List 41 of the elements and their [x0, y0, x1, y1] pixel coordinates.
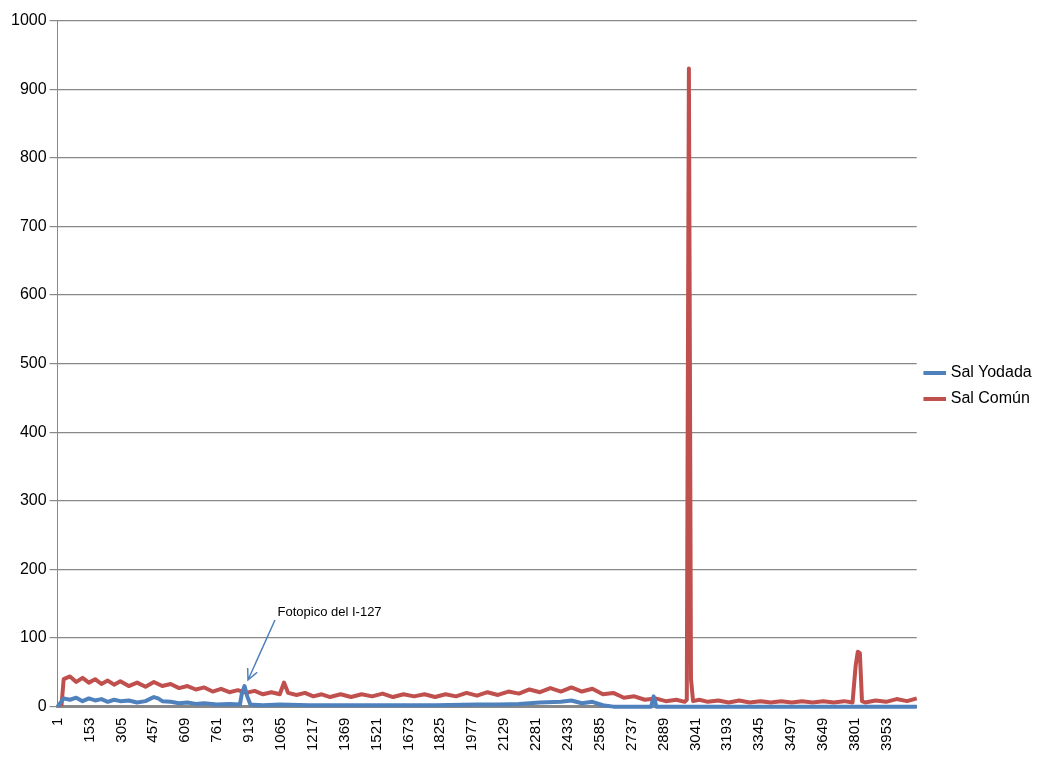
y-tick-label: 900 — [19, 79, 47, 97]
x-tick-label: 913 — [239, 717, 257, 743]
y-tick-label: 200 — [19, 559, 47, 577]
x-tick-label: 1521 — [366, 717, 384, 752]
y-tick-label: 1000 — [11, 11, 47, 29]
y-tick-label: 0 — [37, 697, 47, 715]
y-tick-label: 300 — [19, 491, 47, 509]
x-tick-label: 1673 — [398, 717, 416, 752]
legend-label: Sal Común — [950, 389, 1030, 407]
x-tick-label: 1065 — [270, 717, 288, 752]
x-tick-label: 1977 — [462, 717, 480, 752]
x-tick-label: 3953 — [876, 717, 894, 752]
x-tick-label: 153 — [79, 717, 97, 743]
x-tick-label: 457 — [143, 717, 161, 743]
y-tick-label: 600 — [19, 285, 47, 303]
x-tick-label: 1825 — [430, 717, 448, 752]
x-tick-label: 2433 — [557, 717, 575, 752]
x-tick-label: 3649 — [813, 717, 831, 752]
x-tick-label: 1 — [47, 717, 65, 726]
x-tick-label: 2129 — [494, 717, 512, 752]
x-tick-label: 2737 — [621, 717, 639, 752]
x-tick-label: 1217 — [302, 717, 320, 752]
x-tick-label: 3345 — [749, 717, 767, 752]
x-tick-label: 3193 — [717, 717, 735, 752]
x-tick-label: 3801 — [844, 717, 862, 752]
y-tick-label: 400 — [19, 422, 47, 440]
y-tick-label: 700 — [19, 216, 47, 234]
x-tick-label: 761 — [207, 717, 225, 743]
x-tick-label: 3041 — [685, 717, 703, 752]
y-tick-label: 100 — [19, 628, 47, 646]
x-tick-label: 609 — [175, 717, 193, 743]
annotation: Fotopico del I-127 — [277, 603, 382, 619]
x-tick-label: 1369 — [334, 717, 352, 752]
x-tick-label: 3497 — [781, 717, 799, 752]
y-tick-label: 500 — [19, 354, 47, 372]
legend-label: Sal Yodada — [950, 363, 1032, 381]
x-tick-label: 2585 — [589, 717, 607, 752]
x-tick-label: 2889 — [653, 717, 671, 752]
x-tick-label: 305 — [111, 717, 129, 743]
y-tick-label: 800 — [19, 148, 47, 166]
x-tick-label: 2281 — [526, 717, 544, 752]
